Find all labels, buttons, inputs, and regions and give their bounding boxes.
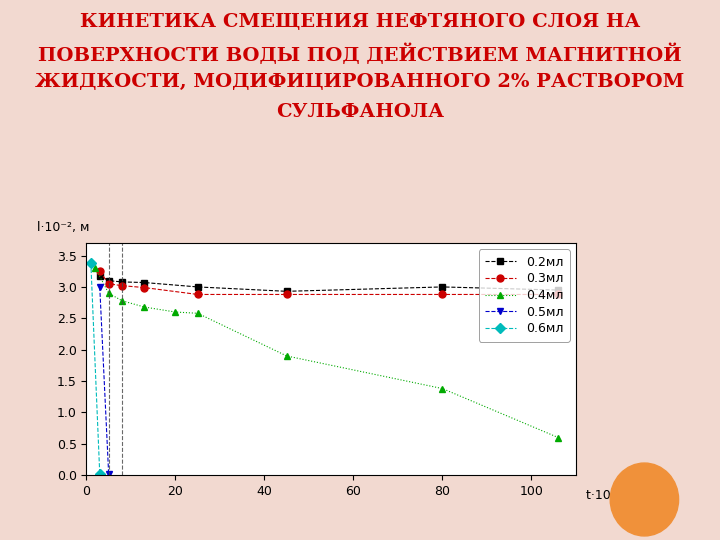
- 0.3мл: [96, 268, 104, 274]
- 0.3мл: [194, 291, 202, 298]
- Text: ПОВЕРХНОСТИ ВОДЫ ПОД ДЕЙСТВИЕМ МАГНИТНОЙ: ПОВЕРХНОСТИ ВОДЫ ПОД ДЕЙСТВИЕМ МАГНИТНОЙ: [38, 43, 682, 65]
- Text: ЖИДКОСТИ, МОДИФИЦИРОВАННОГО 2% РАСТВОРОМ: ЖИДКОСТИ, МОДИФИЦИРОВАННОГО 2% РАСТВОРОМ: [35, 73, 685, 91]
- 0.2мл: [117, 279, 126, 285]
- 0.4мл: [171, 309, 180, 315]
- Legend: 0.2мл, 0.3мл, 0.4мл, 0.5мл, 0.6мл: 0.2мл, 0.3мл, 0.4мл, 0.5мл, 0.6мл: [479, 249, 570, 342]
- 0.4мл: [117, 298, 126, 304]
- Line: 0.3мл: 0.3мл: [96, 268, 562, 298]
- 0.3мл: [104, 281, 113, 287]
- Text: l·10⁻², м: l·10⁻², м: [37, 221, 90, 234]
- 0.2мл: [104, 278, 113, 284]
- 0.2мл: [282, 288, 291, 294]
- 0.4мл: [91, 265, 99, 271]
- 0.2мл: [140, 279, 148, 286]
- 0.4мл: [194, 310, 202, 316]
- 0.2мл: [438, 284, 447, 290]
- 0.4мл: [438, 386, 447, 392]
- 0.3мл: [282, 291, 291, 298]
- Text: t·10⁻², сек: t·10⁻², сек: [586, 489, 652, 502]
- 0.4мл: [282, 353, 291, 359]
- 0.3мл: [438, 291, 447, 298]
- 0.3мл: [117, 282, 126, 289]
- Text: СУЛЬФАНОЛА: СУЛЬФАНОЛА: [276, 103, 444, 120]
- 0.4мл: [104, 290, 113, 296]
- 0.3мл: [140, 285, 148, 291]
- 0.2мл: [194, 284, 202, 290]
- Line: 0.4мл: 0.4мл: [92, 265, 562, 441]
- 0.4мл: [554, 434, 562, 441]
- 0.4мл: [140, 304, 148, 310]
- 0.2мл: [554, 287, 562, 293]
- Line: 0.2мл: 0.2мл: [96, 272, 562, 295]
- Text: КИНЕТИКА СМЕЩЕНИЯ НЕФТЯНОГО СЛОЯ НА: КИНЕТИКА СМЕЩЕНИЯ НЕФТЯНОГО СЛОЯ НА: [80, 14, 640, 31]
- 0.3мл: [554, 291, 562, 298]
- 0.2мл: [96, 272, 104, 279]
